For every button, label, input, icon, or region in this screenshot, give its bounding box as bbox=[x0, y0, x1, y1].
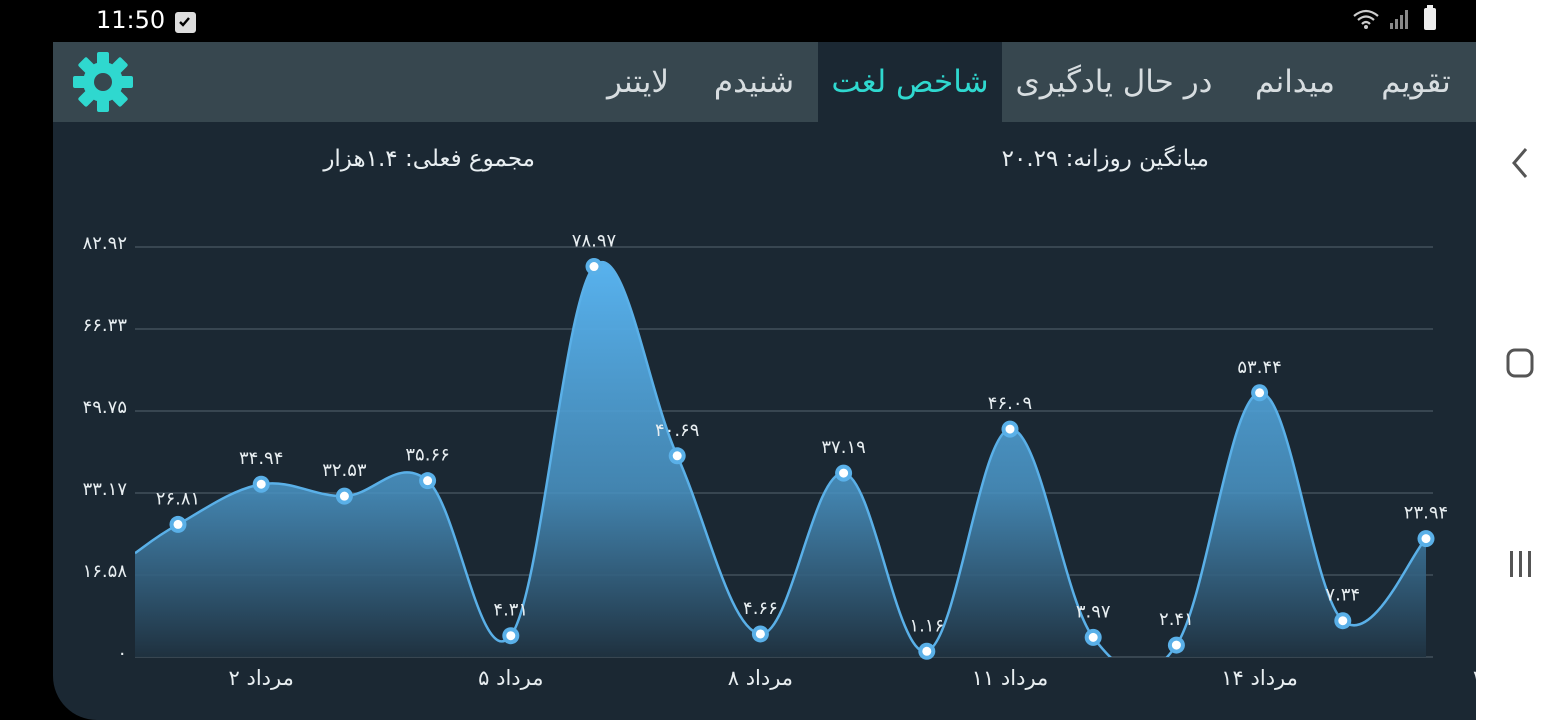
x-tick-label: ۱۴ مرداد bbox=[1221, 666, 1298, 690]
data-point-center bbox=[839, 468, 849, 478]
x-tick-label: ۲ مرداد bbox=[229, 666, 294, 690]
y-tick-label: ۰ bbox=[117, 643, 127, 664]
tab-leitner[interactable]: لایتنر bbox=[606, 64, 670, 100]
data-point-center bbox=[506, 631, 516, 641]
current-total: مجموع فعلی: ۱.۴هزار bbox=[323, 146, 535, 172]
data-label: ۲.۴۱ bbox=[1159, 609, 1194, 630]
data-point-center bbox=[1421, 534, 1431, 544]
data-point-center bbox=[1171, 640, 1181, 650]
tab-bar: تقویم میدانم در حال یادگیری شاخص لغت شنی… bbox=[53, 42, 1476, 122]
x-tick-label: ۸ مرداد bbox=[728, 666, 793, 690]
back-icon[interactable] bbox=[1510, 146, 1530, 180]
app-window: تقویم میدانم در حال یادگیری شاخص لغت شنی… bbox=[53, 42, 1476, 720]
data-label: ۳۵.۶۶ bbox=[405, 445, 449, 466]
data-label: ۵۳.۴۴ bbox=[1237, 357, 1281, 378]
data-label: ۲۳.۹۴ bbox=[1404, 503, 1448, 524]
home-icon[interactable] bbox=[1506, 348, 1534, 378]
y-tick-label: ۴۹.۷۵ bbox=[83, 397, 127, 418]
data-label: ۷.۳۴ bbox=[1325, 585, 1360, 606]
tab-know[interactable]: میدانم bbox=[1254, 64, 1336, 100]
wifi-icon bbox=[1353, 9, 1379, 29]
data-label: ۳۲.۵۳ bbox=[322, 460, 367, 481]
data-label: ۲۶.۸۱ bbox=[156, 488, 200, 509]
data-point-center bbox=[423, 476, 433, 486]
data-point-center bbox=[339, 491, 349, 501]
tab-word-index[interactable]: شاخص لغت bbox=[818, 42, 1002, 122]
y-tick-label: ۱۶.۵۸ bbox=[83, 561, 128, 582]
y-tick-label: ۳۳.۱۷ bbox=[83, 479, 128, 500]
checkbox-notification-icon bbox=[175, 12, 196, 33]
data-point-center bbox=[755, 629, 765, 639]
signal-icon bbox=[1390, 10, 1408, 29]
data-point-center bbox=[1005, 424, 1015, 434]
tab-heard[interactable]: شنیدم bbox=[713, 64, 795, 100]
data-label: ۳.۹۷ bbox=[1076, 601, 1111, 622]
data-label: ۱.۱۶ bbox=[909, 615, 944, 636]
status-icons bbox=[1352, 5, 1436, 30]
data-point-center bbox=[1338, 616, 1348, 626]
status-bar: 11:50 bbox=[0, 0, 1476, 42]
word-index-chart: ۲۶.۸۱ ۳۴.۹۴ ۳۲.۵۳ ۳۵.۶۶ ۴.۳۱ ۷۸.۹۷ ۴۰.۶۹ ۴.۶۶ ۳۷… bbox=[83, 231, 1476, 690]
gear-icon[interactable] bbox=[71, 50, 135, 114]
data-label: ۳۴.۹۴ bbox=[239, 448, 283, 469]
chart-line bbox=[135, 261, 1427, 657]
data-point-center bbox=[1088, 632, 1098, 642]
x-tick-label: ۵ مرداد bbox=[478, 666, 543, 690]
system-nav-bar bbox=[1476, 0, 1560, 720]
recent-apps-icon[interactable] bbox=[1508, 548, 1534, 580]
x-tick-label: ۱۷ مرداد bbox=[1471, 666, 1476, 690]
data-point-center bbox=[1255, 388, 1265, 398]
battery-icon bbox=[1424, 5, 1436, 30]
data-point-center bbox=[589, 262, 599, 272]
data-label: ۳۷.۱۹ bbox=[821, 437, 865, 458]
data-label: ۴.۶۶ bbox=[743, 598, 778, 619]
data-label: ۴.۳۱ bbox=[493, 600, 528, 621]
data-label: ۴۰.۶۹ bbox=[655, 420, 699, 441]
data-point-center bbox=[256, 479, 266, 489]
data-point-center bbox=[922, 646, 932, 656]
data-label: ۴۶.۰۹ bbox=[988, 393, 1032, 414]
data-point-center bbox=[672, 451, 682, 461]
data-point-center bbox=[173, 519, 183, 529]
data-label: ۷۸.۹۷ bbox=[572, 231, 617, 252]
y-tick-label: ۸۲.۹۲ bbox=[83, 233, 127, 254]
status-time: 11:50 bbox=[96, 6, 166, 34]
x-tick-label: ۱۱ مرداد bbox=[972, 666, 1049, 690]
daily-average: میانگین روزانه: ۲۰.۲۹ bbox=[1001, 146, 1209, 172]
tab-calendar[interactable]: تقویم bbox=[1381, 64, 1451, 100]
y-tick-label: ۶۶.۳۳ bbox=[83, 315, 128, 336]
chart-area-fill bbox=[135, 262, 1426, 657]
tab-learning[interactable]: در حال یادگیری bbox=[1015, 64, 1213, 100]
